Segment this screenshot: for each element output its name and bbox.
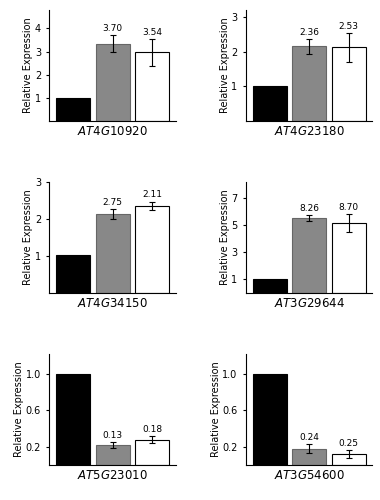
Bar — [96, 44, 130, 121]
Y-axis label: Relative Expression: Relative Expression — [211, 362, 221, 458]
Y-axis label: Relative Expression: Relative Expression — [24, 18, 33, 114]
X-axis label: $\mathit{AT4G23180}$: $\mathit{AT4G23180}$ — [274, 125, 345, 138]
Bar — [56, 374, 90, 465]
Y-axis label: Relative Expression: Relative Expression — [220, 18, 230, 114]
X-axis label: $\mathit{AT3G54600}$: $\mathit{AT3G54600}$ — [274, 469, 345, 482]
Bar — [96, 214, 130, 293]
X-axis label: $\mathit{AT4G34150}$: $\mathit{AT4G34150}$ — [77, 297, 148, 310]
Y-axis label: Relative Expression: Relative Expression — [220, 190, 230, 286]
Bar — [292, 448, 326, 465]
Bar — [135, 206, 169, 293]
Bar — [135, 52, 169, 121]
Text: 3.70: 3.70 — [103, 24, 123, 33]
Y-axis label: Relative Expression: Relative Expression — [14, 362, 24, 458]
Text: 2.36: 2.36 — [299, 28, 319, 36]
Bar — [135, 440, 169, 465]
Bar — [331, 48, 366, 121]
Text: 8.26: 8.26 — [299, 204, 319, 212]
Text: 0.13: 0.13 — [103, 431, 123, 440]
Text: 0.18: 0.18 — [142, 424, 162, 434]
Bar — [292, 218, 326, 293]
Bar — [56, 255, 90, 293]
Text: 2.75: 2.75 — [103, 198, 123, 207]
Y-axis label: Relative Expression: Relative Expression — [24, 190, 33, 286]
Bar — [56, 98, 90, 121]
Bar — [96, 445, 130, 465]
X-axis label: $\mathit{AT4G10920}$: $\mathit{AT4G10920}$ — [78, 125, 148, 138]
Text: 2.53: 2.53 — [339, 22, 359, 30]
Text: 0.25: 0.25 — [339, 439, 359, 448]
Bar — [331, 454, 366, 465]
X-axis label: $\mathit{AT3G29644}$: $\mathit{AT3G29644}$ — [274, 297, 345, 310]
Bar — [253, 280, 287, 293]
Text: 0.24: 0.24 — [299, 433, 319, 442]
Bar — [253, 374, 287, 465]
Bar — [331, 224, 366, 293]
Text: 8.70: 8.70 — [339, 204, 359, 212]
X-axis label: $\mathit{AT5G23010}$: $\mathit{AT5G23010}$ — [77, 469, 148, 482]
Text: 3.54: 3.54 — [142, 28, 162, 36]
Bar — [253, 86, 287, 121]
Bar — [292, 46, 326, 121]
Text: 2.11: 2.11 — [142, 190, 162, 200]
